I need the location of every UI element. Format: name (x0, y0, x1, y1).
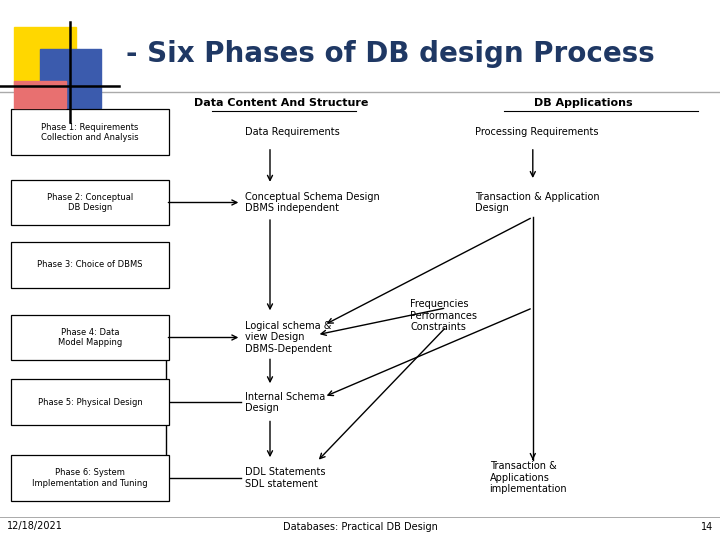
Text: Phase 5: Physical Design: Phase 5: Physical Design (37, 398, 143, 407)
FancyBboxPatch shape (11, 179, 169, 226)
FancyBboxPatch shape (11, 241, 169, 287)
Text: Data Content And Structure: Data Content And Structure (194, 98, 368, 107)
FancyBboxPatch shape (11, 314, 169, 361)
Text: Phase 3: Choice of DBMS: Phase 3: Choice of DBMS (37, 260, 143, 269)
Text: Data Requirements: Data Requirements (245, 127, 340, 137)
Bar (14, 27, 76, 86)
FancyBboxPatch shape (11, 109, 169, 156)
Text: Processing Requirements: Processing Requirements (475, 127, 599, 137)
Text: DB Applications: DB Applications (534, 98, 632, 107)
Bar (40, 49, 101, 108)
Text: Frequencies
Performances
Constraints: Frequencies Performances Constraints (410, 299, 477, 333)
Text: Transaction & Application
Design: Transaction & Application Design (475, 192, 600, 213)
Text: Logical schema &
view Design
DBMS-Dependent: Logical schema & view Design DBMS-Depend… (245, 321, 332, 354)
Text: DDL Statements
SDL statement: DDL Statements SDL statement (245, 467, 325, 489)
Text: 14: 14 (701, 522, 713, 531)
Text: Internal Schema
Design: Internal Schema Design (245, 392, 325, 413)
FancyBboxPatch shape (11, 379, 169, 426)
Text: 12/18/2021: 12/18/2021 (7, 522, 63, 531)
Text: Databases: Practical DB Design: Databases: Practical DB Design (282, 522, 438, 531)
Text: Phase 4: Data
Model Mapping: Phase 4: Data Model Mapping (58, 328, 122, 347)
Text: Transaction &
Applications
implementation: Transaction & Applications implementatio… (490, 461, 567, 495)
Bar (14, 81, 66, 108)
Text: Phase 2: Conceptual
DB Design: Phase 2: Conceptual DB Design (47, 193, 133, 212)
Text: Phase 6: System
Implementation and Tuning: Phase 6: System Implementation and Tunin… (32, 468, 148, 488)
Text: Conceptual Schema Design
DBMS independent: Conceptual Schema Design DBMS independen… (245, 192, 379, 213)
FancyBboxPatch shape (11, 455, 169, 501)
Text: Phase 1: Requirements
Collection and Analysis: Phase 1: Requirements Collection and Ana… (41, 123, 139, 142)
Text: - Six Phases of DB design Process: - Six Phases of DB design Process (126, 40, 654, 68)
